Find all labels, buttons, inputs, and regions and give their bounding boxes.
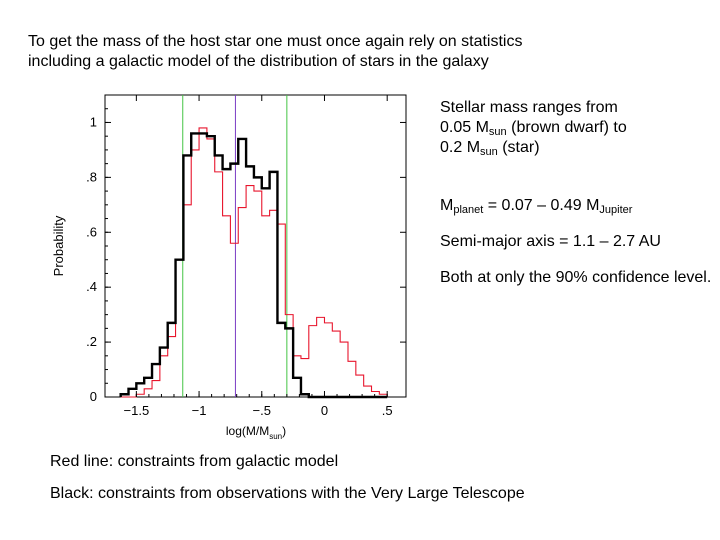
model-histogram [120,127,388,398]
title-line-2: including a galactic model of the distri… [28,53,489,70]
y-axis-label: Probability [51,215,66,276]
y-tick-label-3: .6 [86,224,97,239]
observed-histogram [119,132,388,399]
red-line-caption: Red line: constraints from galactic mode… [50,453,339,470]
stellar-mass-note: Stellar mass ranges from 0.05 Msun (brow… [440,99,627,158]
y-tick-label-2: .4 [86,279,97,294]
plot-frame [104,94,407,398]
x-tick-label-3: 0 [321,403,328,418]
x-axis-label: log(M/Msun) [226,424,286,441]
black-line-caption: Black: constraints from observations wit… [50,485,525,502]
y-tick-label-1: .2 [86,334,97,349]
title-line-1: To get the mass of the host star one mus… [28,33,523,50]
y-tick-label-0: 0 [90,389,97,404]
x-tick-label-0: −1.5 [124,403,150,418]
slide-title: To get the mass of the host star one mus… [28,32,648,72]
x-tick-label-1: −1 [192,403,207,418]
confidence-note: Both at only the 90% confidence level. [440,269,712,286]
semi-major-axis-note: Semi-major axis = 1.1 – 2.7 AU [440,233,661,250]
legend-captions: Red line: constraints from galactic mode… [50,452,690,516]
planet-mass-note: Mplanet = 0.07 – 0.49 MJupiter [440,197,633,216]
y-tick-label-5: 1 [90,114,97,129]
chart-marks [119,95,388,399]
chart-axes: −1.5 −1 −.5 0 .5 0 .2 .4 .6 .8 1 [86,95,406,418]
notes-column: Stellar mass ranges from 0.05 Msun (brow… [440,98,715,298]
y-tick-label-4: .8 [86,169,97,184]
x-tick-label-2: −.5 [253,403,271,418]
x-tick-label-4: .5 [382,403,393,418]
